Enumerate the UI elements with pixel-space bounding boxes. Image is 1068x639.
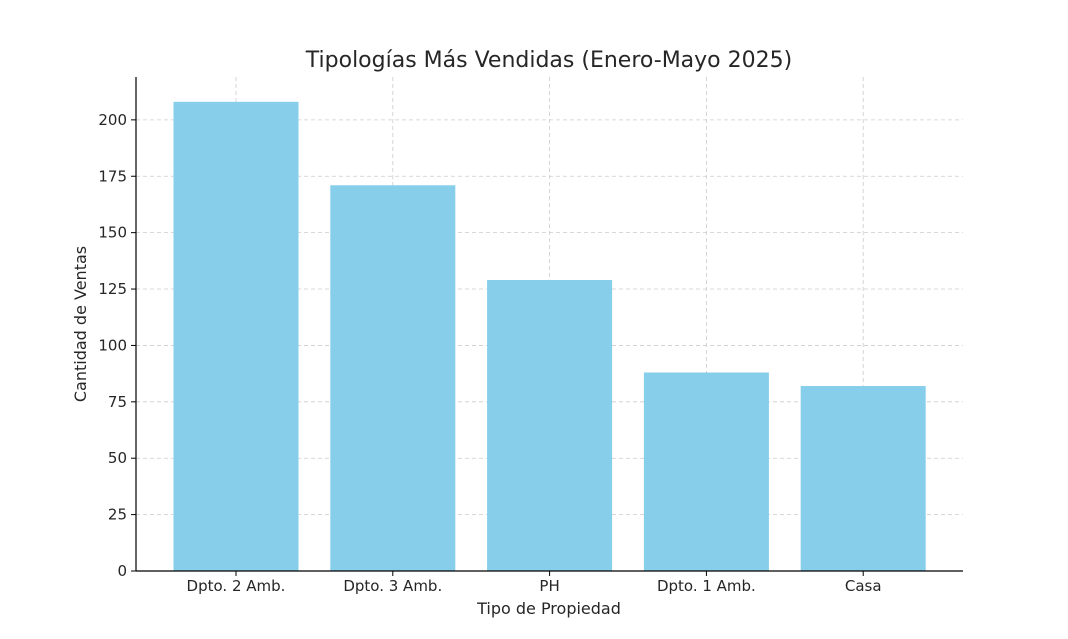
- bars-layer: [173, 101, 926, 572]
- x-tick-label: PH: [539, 577, 559, 595]
- chart-title: Tipologías Más Vendidas (Enero-Mayo 2025…: [305, 48, 792, 73]
- bar: [330, 185, 456, 571]
- y-tick-label: 0: [117, 562, 127, 580]
- y-tick-label: 100: [98, 336, 127, 354]
- x-tick-label: Dpto. 2 Amb.: [187, 577, 286, 595]
- y-tick-label: 200: [98, 111, 127, 129]
- y-tick-label: 150: [98, 224, 127, 242]
- y-ticks: 0 25 50 75 100 125 150 175 200: [98, 111, 136, 580]
- y-tick-label: 125: [98, 280, 127, 298]
- bar: [173, 101, 299, 572]
- x-axis-label: Tipo de Propiedad: [476, 599, 621, 618]
- bar: [643, 372, 769, 571]
- x-tick-label: Dpto. 1 Amb.: [657, 577, 756, 595]
- bar: [800, 386, 926, 571]
- y-tick-label: 25: [108, 506, 127, 524]
- x-tick-label: Dpto. 3 Amb.: [343, 577, 442, 595]
- y-tick-label: 175: [98, 167, 127, 185]
- y-tick-label: 75: [108, 393, 127, 411]
- y-tick-label: 50: [108, 449, 127, 467]
- x-tick-label: Casa: [845, 577, 882, 595]
- y-axis-label: Cantidad de Ventas: [71, 246, 90, 402]
- bar: [487, 280, 613, 571]
- x-ticks: Dpto. 2 Amb. Dpto. 3 Amb. PH Dpto. 1 Amb. Ca…: [187, 571, 882, 595]
